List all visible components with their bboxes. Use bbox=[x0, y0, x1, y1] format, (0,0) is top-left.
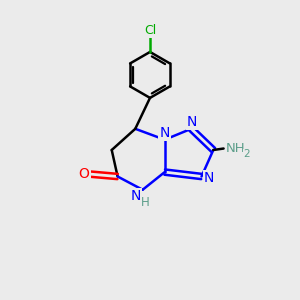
Text: H: H bbox=[141, 196, 149, 208]
Text: 2: 2 bbox=[243, 149, 250, 159]
Text: N: N bbox=[187, 115, 197, 129]
Text: N: N bbox=[160, 126, 170, 140]
Text: Cl: Cl bbox=[144, 24, 156, 37]
Text: O: O bbox=[79, 167, 89, 181]
Text: NH: NH bbox=[226, 142, 245, 155]
Text: N: N bbox=[131, 189, 141, 203]
Text: N: N bbox=[204, 171, 214, 185]
